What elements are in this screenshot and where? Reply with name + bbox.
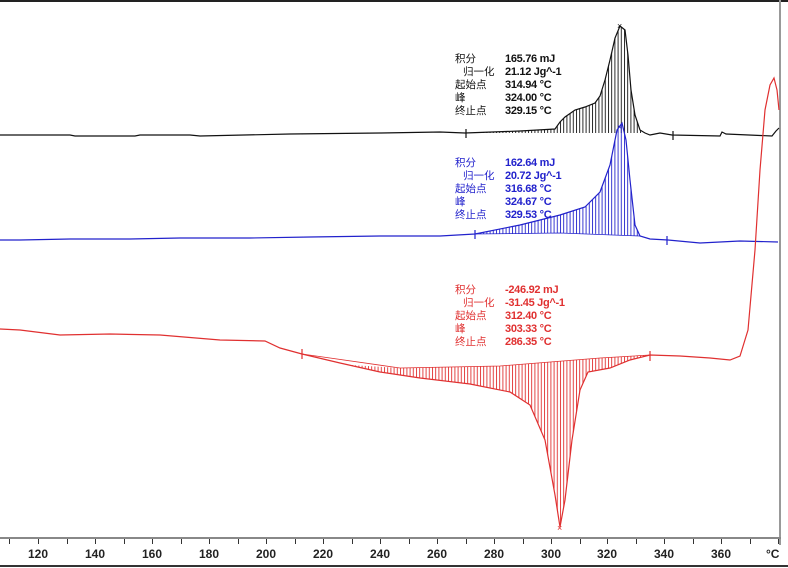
x-minor-tick [466, 539, 467, 544]
x-tick [664, 539, 665, 544]
integral-value: 165.76 mJ [505, 53, 555, 65]
x-axis-unit: °C [766, 547, 780, 561]
onset-label: 起始点 [455, 183, 487, 195]
x-minor-tick [181, 539, 182, 544]
x-tick [380, 539, 381, 544]
plot-right-border [779, 0, 781, 545]
x-tick-label: 300 [540, 547, 562, 561]
x-tick [323, 539, 324, 544]
normalized-label: 归一化 [463, 297, 495, 309]
x-tick [266, 539, 267, 544]
x-minor-tick [693, 539, 694, 544]
x-tick [721, 539, 722, 544]
integral-label: 积分 [455, 53, 476, 65]
normalized-value: -31.45 Jg^-1 [505, 297, 565, 309]
x-minor-tick [352, 539, 353, 544]
svg-text:×: × [557, 523, 562, 533]
x-tick-label: 220 [312, 547, 334, 561]
x-tick [494, 539, 495, 544]
normalized-value: 21.12 Jg^-1 [505, 66, 562, 78]
x-tick [209, 539, 210, 544]
annotation-black: 积分 165.76 mJ 归一化 21.12 Jg^-1 起始点 314.94 °C … [455, 53, 562, 118]
svg-text:×: × [617, 122, 622, 132]
bottom-border [0, 565, 788, 567]
x-tick-label: 280 [483, 547, 505, 561]
x-minor-tick [750, 539, 751, 544]
onset-value: 316.68 °C [505, 183, 552, 195]
endset-value: 286.35 °C [505, 336, 552, 348]
integral-label: 积分 [455, 157, 476, 169]
normalized-label: 归一化 [463, 66, 495, 78]
endset-label: 终止点 [455, 105, 487, 117]
onset-label: 起始点 [455, 310, 487, 322]
x-minor-tick [295, 539, 296, 544]
x-minor-tick [124, 539, 125, 544]
x-minor-tick [636, 539, 637, 544]
x-minor-tick [409, 539, 410, 544]
onset-value: 314.94 °C [505, 79, 552, 91]
integral-value: 162.64 mJ [505, 157, 555, 169]
x-minor-tick [9, 539, 10, 544]
x-tick-label: 360 [710, 547, 732, 561]
x-tick [551, 539, 552, 544]
series-blue: × [0, 121, 779, 245]
x-tick [437, 539, 438, 544]
x-tick-label: 320 [596, 547, 618, 561]
x-tick [607, 539, 608, 544]
x-tick [152, 539, 153, 544]
series-red: × [0, 76, 780, 533]
x-tick [38, 539, 39, 544]
x-tick-label: 200 [255, 547, 277, 561]
x-tick-label: 340 [653, 547, 675, 561]
series-black: × [0, 21, 780, 140]
peak-label: 峰 [455, 323, 466, 335]
x-tick [778, 539, 779, 544]
endset-value: 329.53 °C [505, 209, 552, 221]
normalized-value: 20.72 Jg^-1 [505, 170, 562, 182]
svg-text:×: × [617, 21, 622, 31]
onset-label: 起始点 [455, 79, 487, 91]
x-tick [95, 539, 96, 544]
x-axis-line [0, 537, 781, 539]
integral-label: 积分 [455, 284, 476, 296]
x-tick-label: 240 [369, 547, 391, 561]
peak-value: 303.33 °C [505, 323, 552, 335]
endset-value: 329.15 °C [505, 105, 552, 117]
annotation-blue: 积分 162.64 mJ 归一化 20.72 Jg^-1 起始点 316.68 °C … [455, 157, 562, 222]
x-tick-label: 160 [141, 547, 163, 561]
x-minor-tick [67, 539, 68, 544]
peak-label: 峰 [455, 196, 466, 208]
peak-value: 324.00 °C [505, 92, 552, 104]
peak-label: 峰 [455, 92, 466, 104]
x-tick-label: 180 [198, 547, 220, 561]
x-minor-tick [238, 539, 239, 544]
endset-label: 终止点 [455, 336, 487, 348]
plot-top-border [0, 0, 788, 2]
x-tick-label: 120 [27, 547, 49, 561]
endset-label: 终止点 [455, 209, 487, 221]
x-minor-tick [523, 539, 524, 544]
x-tick-label: 260 [426, 547, 448, 561]
x-tick-label: 140 [84, 547, 106, 561]
normalized-label: 归一化 [463, 170, 495, 182]
integral-value: -246.92 mJ [505, 284, 559, 296]
peak-value: 324.67 °C [505, 196, 552, 208]
onset-value: 312.40 °C [505, 310, 552, 322]
x-minor-tick [580, 539, 581, 544]
annotation-red: 积分 -246.92 mJ 归一化 -31.45 Jg^-1 起始点 312.40 °… [455, 284, 565, 349]
